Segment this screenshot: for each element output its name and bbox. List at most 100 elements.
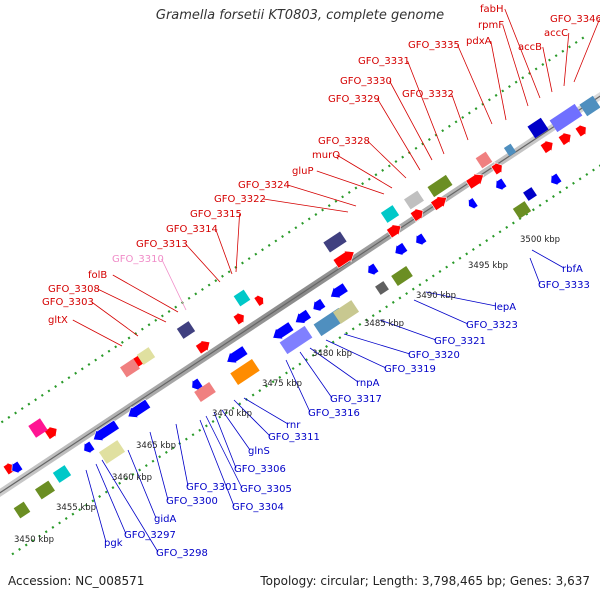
features-layer: [2, 95, 600, 519]
map-title: Gramella forsetii KT0803, complete genom…: [155, 8, 445, 23]
tick-label-8: 3490 kbp: [416, 291, 456, 301]
function-box-16: [503, 143, 517, 157]
forward-gene-7-shape: [430, 196, 448, 212]
reverse-gene-11-shape: [468, 197, 479, 211]
forward-gene-1: [194, 340, 211, 355]
function-box-24-shape: [28, 418, 48, 438]
forward-label-glup: gluP: [292, 166, 314, 177]
reverse-leader-9: [221, 409, 251, 451]
reverse-label-gfo_3306: GFO_3306: [234, 464, 286, 475]
function-box-26-shape: [523, 187, 537, 201]
topology-summary: Topology: circular; Length: 3,798,465 bp…: [260, 574, 590, 588]
forward-gene-12-shape: [574, 124, 587, 138]
function-box-4: [194, 382, 216, 402]
reverse-label-pgk: pgk: [104, 538, 123, 549]
reverse-label-gfo_3300: GFO_3300: [166, 496, 218, 507]
function-box-4-shape: [194, 382, 216, 402]
function-box-13: [404, 190, 424, 210]
function-box-18-shape: [549, 103, 583, 133]
forward-leader-15: [407, 60, 445, 155]
forward-gene-8-shape: [465, 173, 484, 190]
reverse-leader-21: [529, 257, 541, 285]
forward-leader-17: [457, 44, 493, 125]
reverse-label-gfo_3333: GFO_3333: [538, 280, 590, 291]
function-box-6: [279, 325, 313, 355]
reverse-gene-12: [495, 177, 508, 191]
reverse-label-gfo_3323: GFO_3323: [466, 320, 518, 331]
function-box-10: [391, 266, 413, 286]
tick-label-10: 3500 kbp: [520, 235, 560, 245]
reverse-leader-20: [531, 249, 565, 269]
forward-label-gfo_3303: GFO_3303: [42, 297, 94, 308]
forward-leader-0: [72, 319, 123, 347]
reverse-gene-1-shape: [127, 398, 152, 418]
reverse-gene-5-shape: [294, 308, 312, 324]
tick-label-9: 3495 kbp: [468, 261, 508, 271]
tick-label-2: 3460 kbp: [112, 473, 152, 483]
labels-layer: gltX GFO_3303 GFO_3308 folB GFO_3310 GFO_3313…: [42, 4, 600, 559]
reverse-leader-4: [149, 431, 169, 501]
forward-gene-11: [557, 132, 572, 146]
reverse-label-gfo_3317: GFO_3317: [330, 394, 382, 405]
function-box-5-shape: [230, 358, 260, 386]
tick-label-0: 3450 kbp: [14, 535, 54, 545]
reverse-label-gida: gidA: [154, 514, 176, 525]
reverse-gene-1: [127, 398, 152, 418]
forward-gene-6: [409, 208, 424, 222]
function-box-25-shape: [512, 201, 532, 219]
reverse-label-glns: glnS: [248, 446, 270, 457]
reverse-leader-10: [233, 399, 271, 437]
forward-label-rpmf: rpmF: [478, 20, 504, 31]
reverse-leader-8: [213, 411, 237, 469]
forward-leader-12: [367, 140, 407, 179]
function-box-1-shape: [136, 347, 156, 365]
reverse-leader-13: [299, 351, 333, 399]
reverse-label-gfo_3304: GFO_3304: [232, 502, 284, 513]
reverse-gene-12-shape: [495, 177, 508, 191]
function-box-13-shape: [404, 190, 424, 210]
reverse-gene-8: [367, 262, 380, 276]
forward-label-gfo_3310: GFO_3310: [112, 254, 164, 265]
function-box-25: [512, 201, 532, 219]
reverse-label-rnpa: rnpA: [356, 378, 380, 389]
forward-label-gfo_3315: GFO_3315: [190, 209, 242, 220]
reverse-leader-6: [199, 419, 235, 507]
forward-leader-8: [263, 198, 349, 213]
forward-leader-4: [161, 258, 187, 311]
forward-leader-18: [490, 40, 507, 121]
forward-leader-20: [504, 8, 541, 99]
forward-leader-11: [336, 154, 393, 189]
function-box-22: [35, 480, 55, 500]
function-box-12-shape: [380, 205, 400, 223]
tick-label-1: 3455 kbp: [56, 503, 96, 513]
function-box-21: [52, 465, 72, 483]
function-box-16-shape: [503, 143, 517, 157]
function-box-26: [523, 187, 537, 201]
forward-label-pdxa: pdxA: [466, 36, 492, 47]
reverse-leader-14: [309, 347, 359, 383]
forward-gene-12: [574, 124, 587, 138]
forward-label-accb: accB: [518, 42, 542, 53]
forward-leader-21: [542, 46, 553, 93]
reverse-gene-4: [272, 321, 295, 340]
reverse-leader-2: [101, 459, 159, 553]
forward-gene-3-shape: [253, 293, 264, 307]
reverse-gene-5: [294, 308, 312, 324]
function-box-17: [527, 117, 549, 139]
function-box-2: [176, 321, 196, 339]
function-box-23-shape: [13, 501, 31, 519]
reverse-gene-11: [468, 197, 479, 211]
ticks-layer: 3450 kbp 3455 kbp 3460 kbp 3465 kbp 3470 kbp…: [14, 235, 560, 545]
function-box-10-shape: [391, 266, 413, 286]
forward-label-gfo_3335: GFO_3335: [408, 40, 460, 51]
forward-label-gfo_3322: GFO_3322: [214, 194, 266, 205]
function-box-23: [13, 501, 31, 519]
forward-label-gfo_3346: GFO_3346: [550, 14, 600, 25]
forward-gene-13-shape: [43, 426, 58, 440]
reverse-leader-7: [205, 415, 243, 489]
forward-label-murq: murQ: [312, 150, 340, 161]
reverse-label-gfo_3320: GFO_3320: [408, 350, 460, 361]
function-box-8-shape: [332, 300, 360, 324]
function-box-21-shape: [52, 465, 72, 483]
